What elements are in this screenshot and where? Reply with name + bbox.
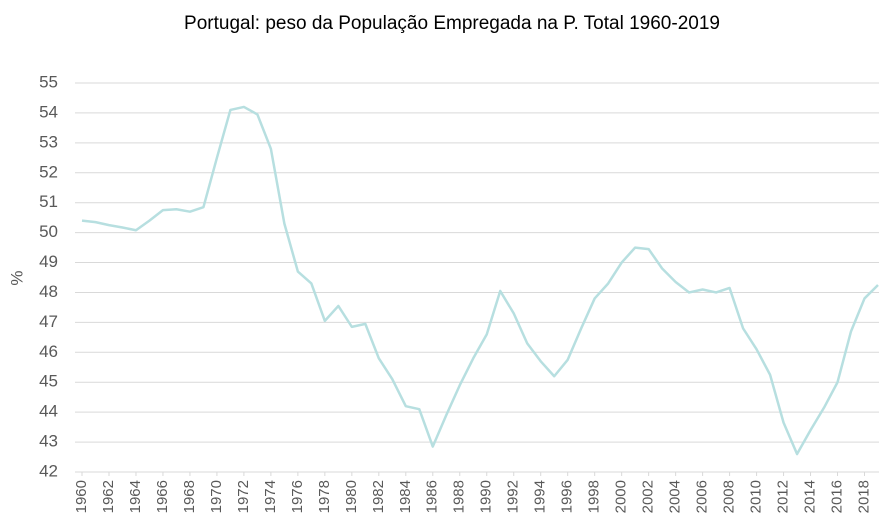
x-tick-label: 2018 bbox=[855, 480, 872, 513]
data-line bbox=[81, 105, 879, 456]
y-tick-label: 52 bbox=[39, 162, 58, 181]
y-tick-label: 51 bbox=[39, 192, 58, 211]
x-tick-label: 1986 bbox=[424, 480, 441, 513]
x-tick-label: 2014 bbox=[802, 480, 819, 513]
x-tick-label: 1990 bbox=[478, 480, 495, 513]
x-tick-label: 2016 bbox=[828, 480, 845, 513]
x-tick-label: 1994 bbox=[532, 480, 549, 513]
x-tick-label: 2000 bbox=[613, 480, 630, 513]
y-tick-label: 47 bbox=[39, 312, 58, 331]
x-tick-label: 1964 bbox=[127, 480, 144, 513]
x-tick-label: 1982 bbox=[370, 480, 387, 513]
x-tick-label: 1992 bbox=[505, 480, 522, 513]
y-tick-label: 50 bbox=[39, 222, 58, 241]
x-tick-label: 2012 bbox=[775, 480, 792, 513]
y-tick-label: 43 bbox=[39, 432, 58, 451]
y-tick-label: 53 bbox=[39, 132, 58, 151]
y-tick-label: 48 bbox=[39, 282, 58, 301]
x-tick-label: 2010 bbox=[748, 480, 765, 513]
y-axis-label: % bbox=[7, 270, 26, 285]
x-tick-label: 1972 bbox=[235, 480, 252, 513]
x-tick-label: 2006 bbox=[694, 480, 711, 513]
x-tick-label: 1996 bbox=[559, 480, 576, 513]
x-tick-label: 1976 bbox=[289, 480, 306, 513]
y-tick-label: 42 bbox=[39, 461, 58, 480]
x-tick-label: 1998 bbox=[586, 480, 603, 513]
x-tick-label: 2004 bbox=[667, 480, 684, 513]
x-tick-label: 1988 bbox=[451, 480, 468, 513]
x-tick-label: 1970 bbox=[208, 480, 225, 513]
x-tick-label: 2008 bbox=[721, 480, 738, 513]
x-tick-label: 1980 bbox=[343, 480, 360, 513]
x-tick-label: 1974 bbox=[262, 480, 279, 513]
x-tick-label: 1978 bbox=[316, 480, 333, 513]
y-tick-label: 55 bbox=[39, 72, 58, 91]
y-tick-label: 45 bbox=[39, 372, 58, 391]
y-tick-label: 44 bbox=[39, 402, 58, 421]
x-tick-label: 1968 bbox=[181, 480, 198, 513]
y-tick-label: 54 bbox=[39, 102, 58, 121]
x-tick-label: 1984 bbox=[397, 480, 414, 513]
x-tick-label: 1960 bbox=[73, 480, 90, 513]
y-tick-label: 46 bbox=[39, 342, 58, 361]
y-tick-label: 49 bbox=[39, 252, 58, 271]
x-tick-label: 1962 bbox=[100, 480, 117, 513]
x-tick-label: 1966 bbox=[154, 480, 171, 513]
chart-title: Portugal: peso da População Empregada na… bbox=[184, 13, 720, 34]
x-tick-label: 2002 bbox=[640, 480, 657, 513]
